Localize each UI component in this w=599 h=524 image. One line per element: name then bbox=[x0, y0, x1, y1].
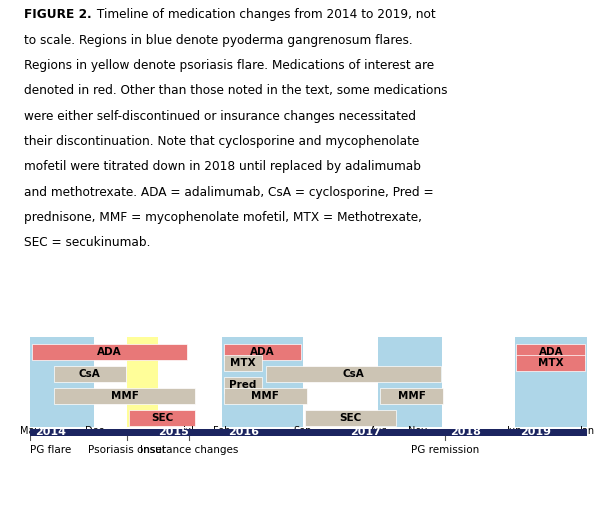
Text: Insurance changes: Insurance changes bbox=[140, 445, 238, 455]
Text: FIGURE 2.: FIGURE 2. bbox=[24, 8, 92, 21]
Text: mofetil were titrated down in 2018 until replaced by adalimumab: mofetil were titrated down in 2018 until… bbox=[24, 160, 421, 173]
Bar bbox=[222, 337, 303, 427]
Text: their discontinuation. Note that cyclosporine and mycophenolate: their discontinuation. Note that cyclosp… bbox=[24, 135, 419, 148]
Text: 2016: 2016 bbox=[228, 428, 259, 438]
Bar bbox=[515, 337, 587, 427]
Text: to scale. Regions in blue denote pyoderma gangrenosum flares.: to scale. Regions in blue denote pyoderm… bbox=[24, 34, 413, 47]
Text: PG remission: PG remission bbox=[411, 445, 479, 455]
Text: Nov: Nov bbox=[407, 426, 426, 436]
Text: MMF: MMF bbox=[252, 391, 279, 401]
Text: CsA: CsA bbox=[79, 369, 101, 379]
Text: Sep: Sep bbox=[294, 426, 312, 436]
Text: Psoriasis onset: Psoriasis onset bbox=[89, 445, 167, 455]
Text: Apr: Apr bbox=[370, 426, 386, 436]
Text: prednisone, MMF = mycophenolate mofetil, MTX = Methotrexate,: prednisone, MMF = mycophenolate mofetil,… bbox=[24, 211, 422, 224]
Bar bbox=[54, 366, 126, 382]
Text: and methotrexate. ADA = adalimumab, CsA = cyclosporine, Pred =: and methotrexate. ADA = adalimumab, CsA … bbox=[24, 185, 434, 199]
Text: 2017: 2017 bbox=[350, 428, 381, 438]
Text: MMF: MMF bbox=[398, 391, 425, 401]
Bar bbox=[378, 337, 442, 427]
Text: 2015: 2015 bbox=[158, 428, 189, 438]
Text: Jul: Jul bbox=[183, 426, 195, 436]
Text: Pred: Pred bbox=[229, 380, 257, 390]
Text: CsA: CsA bbox=[342, 369, 364, 379]
Text: were either self-discontinued or insurance changes necessitated: were either self-discontinued or insuran… bbox=[24, 110, 416, 123]
Text: MTX: MTX bbox=[538, 358, 564, 368]
Text: 2018: 2018 bbox=[450, 428, 482, 438]
Text: Feb: Feb bbox=[213, 426, 231, 436]
Text: ADA: ADA bbox=[250, 347, 275, 357]
Text: May: May bbox=[20, 426, 40, 436]
Bar bbox=[516, 344, 585, 360]
Bar bbox=[224, 355, 262, 371]
Text: denoted in red. Other than those noted in the text, some medications: denoted in red. Other than those noted i… bbox=[24, 84, 447, 97]
Bar bbox=[224, 388, 307, 405]
Bar bbox=[265, 366, 440, 382]
Text: Jun: Jun bbox=[507, 426, 522, 436]
Text: SEC: SEC bbox=[151, 413, 173, 423]
Bar bbox=[30, 429, 587, 436]
Text: 2014: 2014 bbox=[35, 428, 66, 438]
Bar bbox=[32, 344, 187, 360]
Bar bbox=[129, 410, 195, 427]
Text: ADA: ADA bbox=[539, 347, 563, 357]
Bar bbox=[128, 337, 158, 427]
Text: Regions in yellow denote psoriasis flare. Medications of interest are: Regions in yellow denote psoriasis flare… bbox=[24, 59, 434, 72]
Text: ADA: ADA bbox=[97, 347, 122, 357]
Bar bbox=[54, 388, 195, 405]
Text: SEC = secukinumab.: SEC = secukinumab. bbox=[24, 236, 150, 249]
Text: MTX: MTX bbox=[230, 358, 256, 368]
Bar bbox=[516, 355, 585, 371]
Text: Timeline of medication changes from 2014 to 2019, not: Timeline of medication changes from 2014… bbox=[93, 8, 435, 21]
Text: 2019: 2019 bbox=[520, 428, 551, 438]
Text: Jan: Jan bbox=[579, 426, 595, 436]
Bar bbox=[380, 388, 443, 405]
Bar bbox=[30, 337, 94, 427]
Text: Dec: Dec bbox=[84, 426, 104, 436]
Text: MMF: MMF bbox=[111, 391, 138, 401]
Bar bbox=[304, 410, 396, 427]
Bar bbox=[224, 344, 301, 360]
Text: PG flare: PG flare bbox=[30, 445, 71, 455]
Text: SEC: SEC bbox=[339, 413, 361, 423]
Bar bbox=[224, 377, 262, 393]
